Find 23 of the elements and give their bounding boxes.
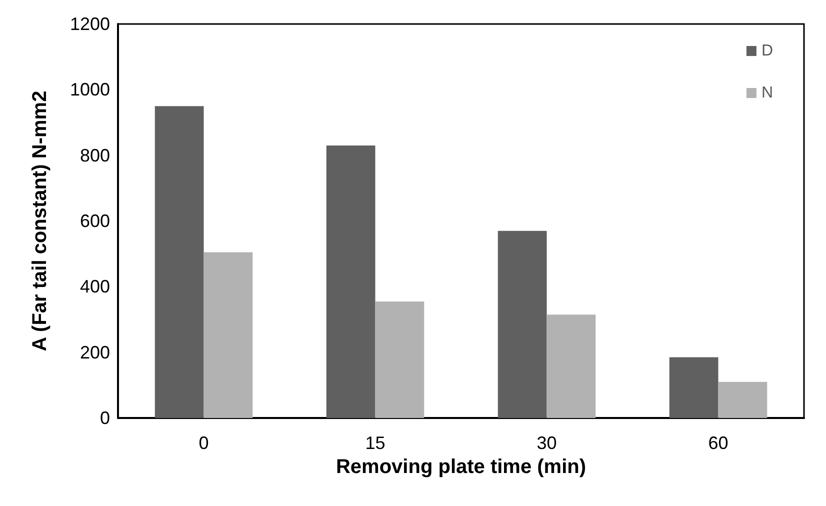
y-tick-label: 1000 [70,80,110,100]
y-tick-label: 1200 [70,14,110,34]
bar [669,357,718,418]
bar [498,230,547,418]
x-tick-label: 0 [198,433,209,453]
bar [718,382,768,418]
x-tick-label: 30 [536,433,557,453]
y-tick-label: 400 [80,276,110,297]
legend-label: N [761,84,774,102]
x-tick-label: 15 [365,433,386,453]
y-tick-label: 800 [80,145,110,166]
x-tick-label: 60 [708,433,728,453]
bar [546,314,596,418]
y-axis-title: A (Far tail constant) N-mm2 [29,90,51,352]
x-axis-title: Removing plate time (min) [336,456,586,478]
bar [375,301,424,418]
y-tick-label: 600 [80,211,110,231]
bar [154,106,204,418]
bar [326,145,376,418]
legend-label: D [761,42,774,60]
y-tick-label: 0 [100,408,110,428]
y-tick-label: 200 [80,342,110,362]
bar [204,252,253,418]
